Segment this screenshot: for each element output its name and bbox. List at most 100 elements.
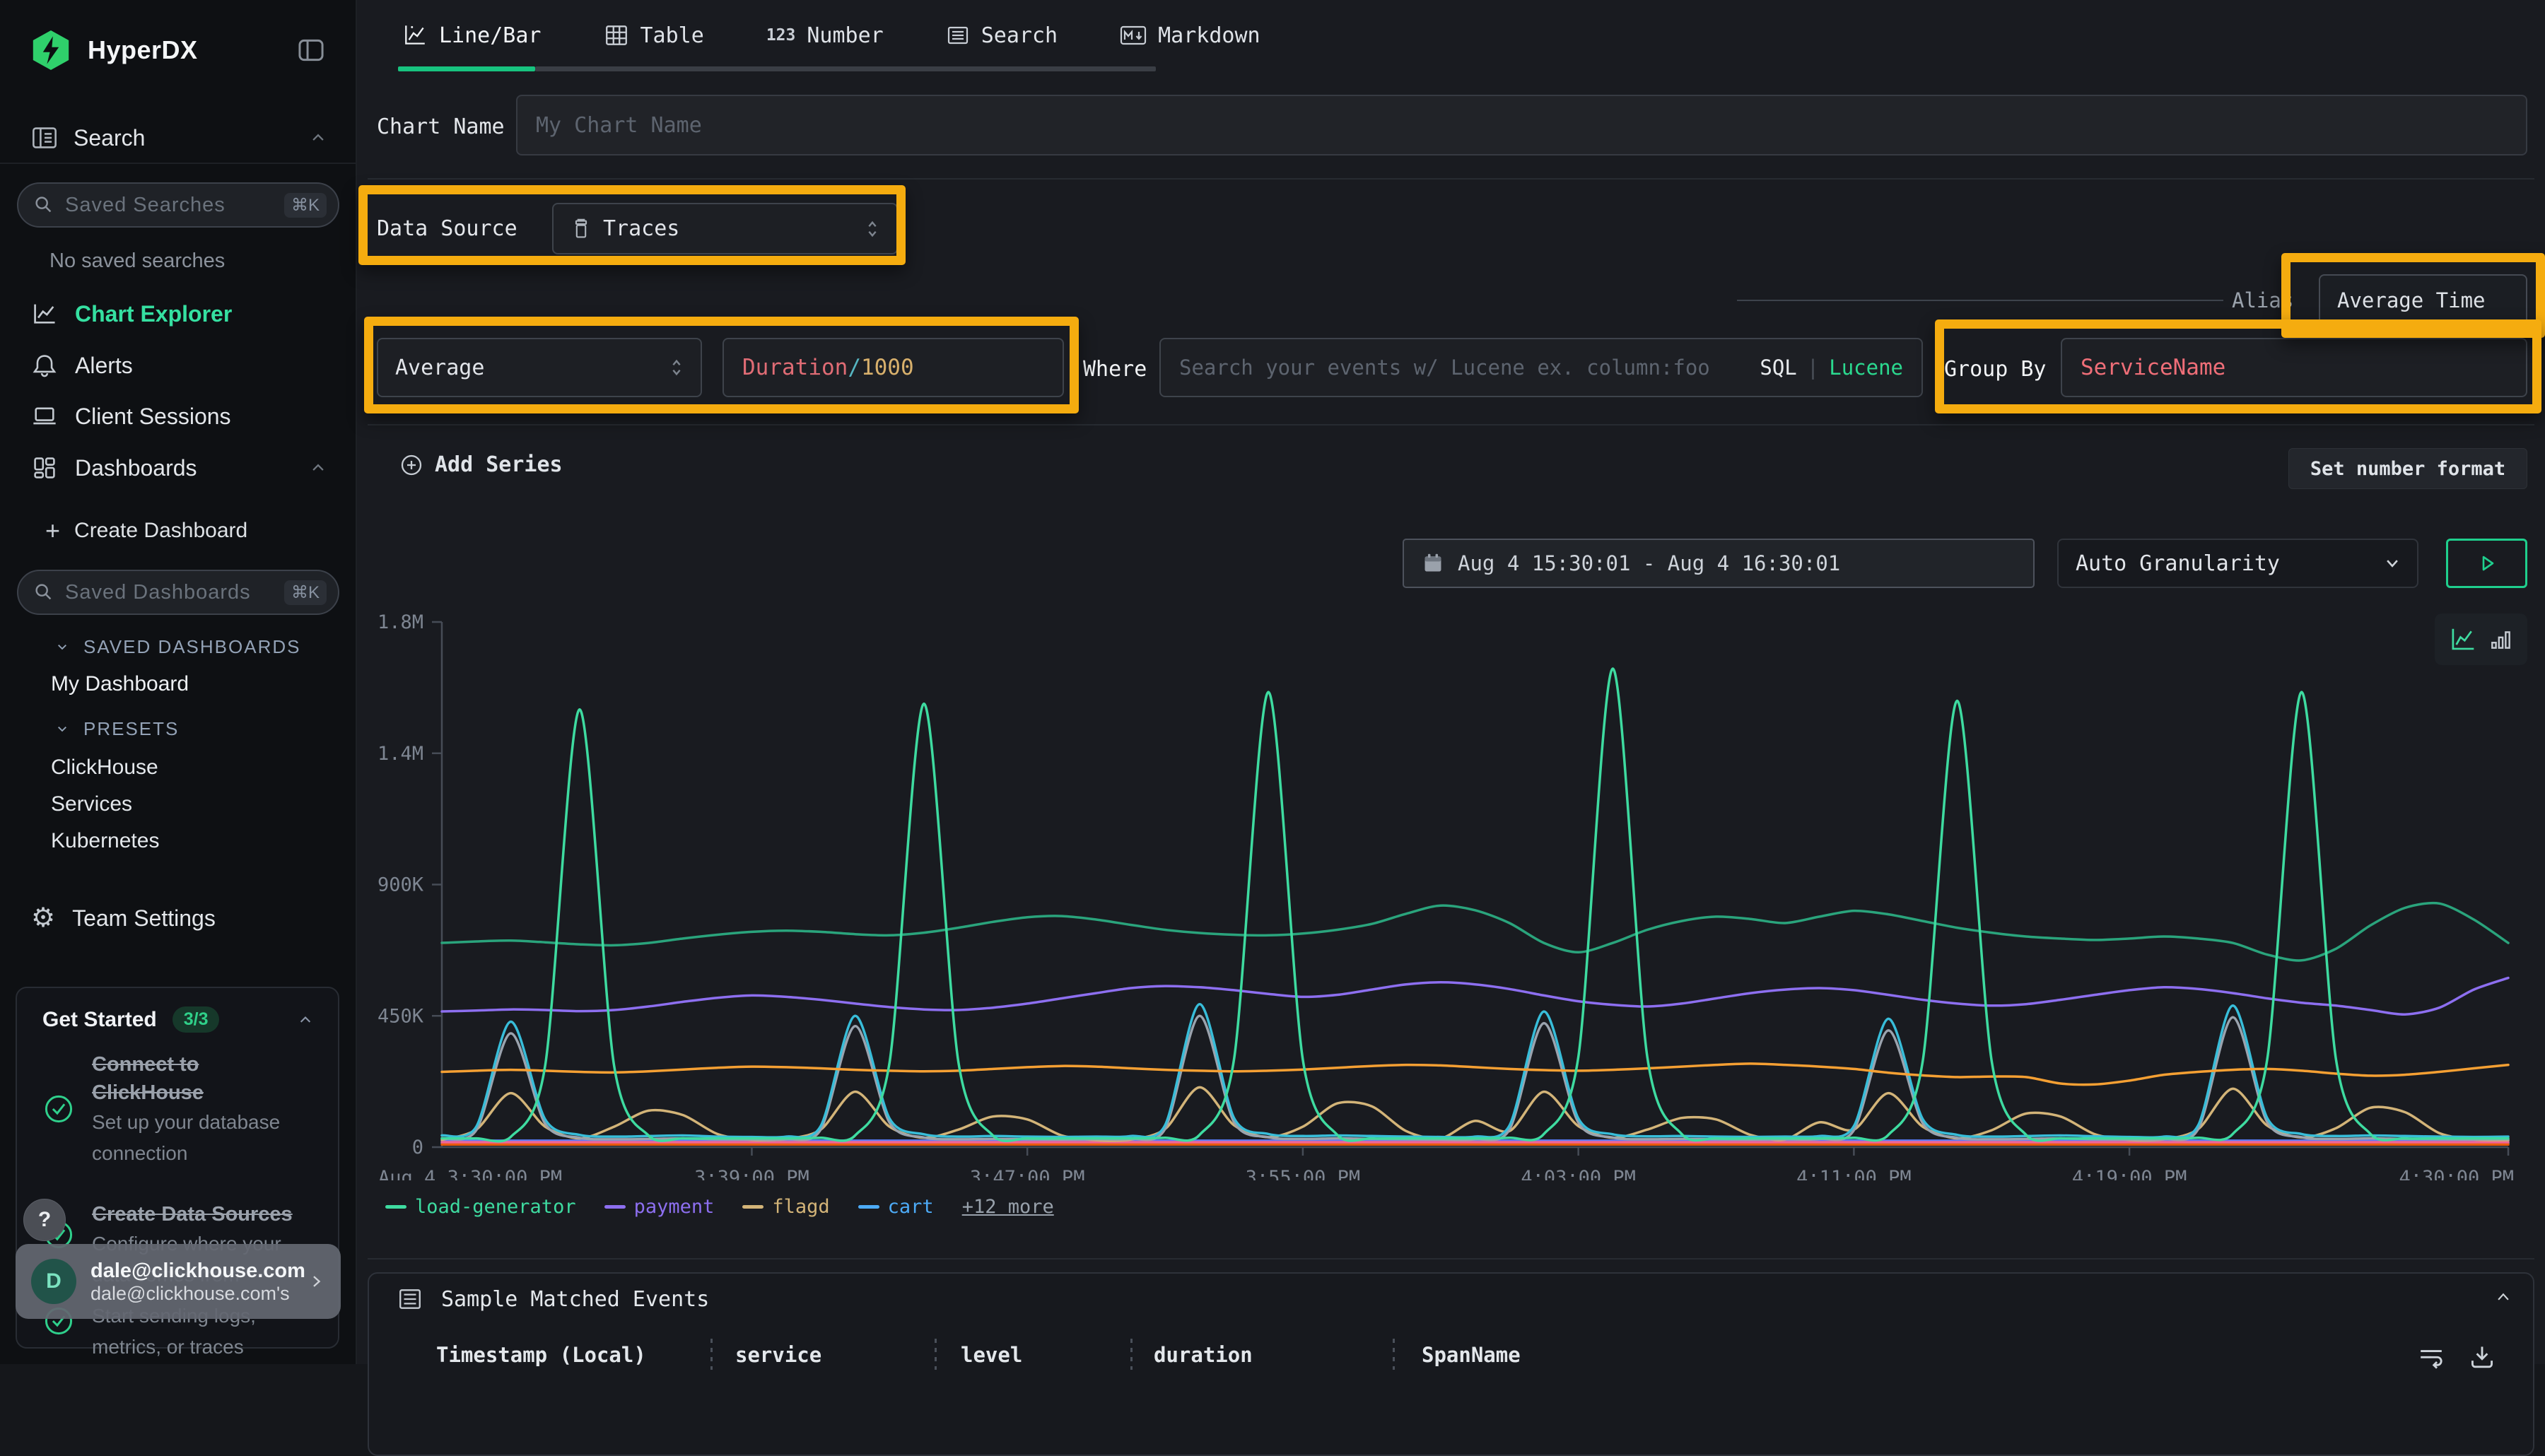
collapse-sidebar-icon[interactable] (295, 35, 327, 65)
tab-table[interactable]: Table (604, 23, 704, 48)
tab-line-bar[interactable]: Line/Bar (402, 23, 542, 48)
sidebar-item-clickhouse[interactable]: ClickHouse (51, 756, 158, 780)
no-saved-searches-text: No saved searches (49, 249, 225, 273)
hyperdx-logo-icon (31, 28, 71, 72)
chart-legend: load-generator payment flagd cart +12 mo… (385, 1196, 1054, 1218)
section-presets[interactable]: PRESETS (83, 718, 179, 740)
timeseries-chart: 0450K900K1.4M1.8MAug 4 3:30:00 PM3:39:00… (371, 608, 2534, 1180)
sidebar-item-alerts[interactable]: Alerts (75, 353, 133, 379)
saved-dashboards-input[interactable]: Saved Dashboards ⌘K (17, 570, 339, 615)
svg-text:4:30:00 PM: 4:30:00 PM (2399, 1167, 2514, 1180)
chevron-up-icon[interactable] (308, 459, 329, 477)
saved-searches-input[interactable]: Saved Searches ⌘K (17, 182, 339, 228)
expression-input[interactable]: Duration/1000 (722, 338, 1064, 397)
add-series-button[interactable]: Add Series (399, 452, 563, 477)
shortcut-badge: ⌘K (284, 193, 327, 218)
search-icon (33, 581, 55, 604)
chevron-up-icon[interactable] (308, 129, 329, 147)
line-chart-icon (402, 23, 428, 48)
column-header-service[interactable]: service (735, 1343, 821, 1367)
run-query-button[interactable] (2446, 539, 2527, 588)
chevron-down-icon (2382, 554, 2403, 573)
sample-events-title: Sample Matched Events (441, 1287, 709, 1312)
svg-text:3:39:00 PM: 3:39:00 PM (694, 1167, 809, 1180)
divider (368, 178, 2534, 180)
legend-item[interactable]: load-generator (385, 1196, 576, 1218)
chevron-up-icon[interactable] (296, 1011, 315, 1028)
chevron-down-icon[interactable] (54, 640, 71, 654)
column-header-duration[interactable]: duration (1154, 1343, 1253, 1367)
legend-swatch (742, 1205, 764, 1209)
column-header-timestamp[interactable]: Timestamp (Local) (436, 1343, 646, 1367)
legend-item[interactable]: payment (604, 1196, 715, 1218)
divider (368, 1258, 2534, 1260)
database-icon (571, 218, 592, 240)
sidebar-item-dashboards[interactable]: Dashboards (75, 455, 197, 481)
svg-text:0: 0 (412, 1137, 423, 1158)
search-list-icon (946, 23, 970, 47)
column-resize-handle[interactable] (1130, 1339, 1133, 1370)
help-button[interactable]: ? (23, 1199, 66, 1241)
tab-search[interactable]: Search (946, 23, 1058, 48)
granularity-select[interactable]: Auto Granularity (2057, 539, 2418, 588)
alias-input[interactable]: Average Time (2319, 274, 2527, 327)
aggregation-value: Average (395, 356, 484, 380)
data-source-select[interactable]: Traces (552, 203, 898, 254)
expression-operator: / (848, 355, 861, 380)
lucene-mode-toggle[interactable]: Lucene (1829, 356, 1903, 380)
user-menu[interactable]: D dale@clickhouse.com dale@clickhouse.co… (16, 1244, 341, 1319)
legend-swatch (858, 1205, 879, 1209)
svg-text:4:03:00 PM: 4:03:00 PM (1521, 1167, 1636, 1180)
sidebar-item-my-dashboard[interactable]: My Dashboard (51, 672, 189, 696)
alias-label: Alias (2232, 288, 2293, 312)
sidebar-item-client-sessions[interactable]: Client Sessions (75, 404, 231, 430)
chart-name-input[interactable] (516, 95, 2527, 155)
sidebar-item-services[interactable]: Services (51, 792, 132, 816)
chevron-down-icon[interactable] (54, 722, 71, 736)
divider (368, 424, 2534, 425)
get-started-item-desc: Set up your database connection (92, 1107, 297, 1169)
sidebar-item-kubernetes[interactable]: Kubernetes (51, 829, 159, 853)
sidebar: HyperDX Search Saved Searches ⌘K No save… (0, 0, 357, 1364)
table-icon (604, 23, 629, 48)
group-by-input[interactable]: ServiceName (2061, 338, 2527, 397)
expression-number: 1000 (861, 355, 914, 380)
where-input[interactable]: SQL | Lucene (1159, 338, 1923, 397)
aggregation-select[interactable]: Average (377, 338, 702, 397)
where-label: Where (1083, 357, 1147, 382)
data-source-label: Data Source (377, 216, 517, 241)
wrap-lines-icon[interactable] (2416, 1341, 2446, 1371)
select-updown-icon (667, 356, 686, 379)
sidebar-item-chart-explorer[interactable]: Chart Explorer (75, 301, 232, 327)
legend-item[interactable]: cart (858, 1196, 934, 1218)
column-header-level[interactable]: level (961, 1343, 1022, 1367)
tab-markdown[interactable]: Markdown (1120, 23, 1260, 48)
column-header-spanname[interactable]: SpanName (1422, 1343, 1521, 1367)
sidebar-item-search[interactable]: Search (74, 125, 145, 151)
legend-swatch (385, 1205, 406, 1209)
legend-more-link[interactable]: +12 more (962, 1196, 1054, 1218)
section-saved-dashboards[interactable]: SAVED DASHBOARDS (83, 636, 300, 658)
date-range-picker[interactable]: Aug 4 15:30:01 - Aug 4 16:30:01 (1403, 539, 2035, 588)
chart-type-tabbar: Line/Bar Table 123 Number Search Markdow… (357, 0, 2545, 71)
svg-text:4:11:00 PM: 4:11:00 PM (1796, 1167, 1912, 1180)
tab-underline-rail (535, 66, 1156, 71)
column-resize-handle[interactable] (935, 1339, 937, 1370)
divider (0, 163, 357, 164)
svg-text:Aug 4 3:30:00 PM: Aug 4 3:30:00 PM (378, 1167, 562, 1180)
column-resize-handle[interactable] (1393, 1339, 1395, 1370)
calendar-icon (1422, 552, 1444, 575)
column-resize-handle[interactable] (710, 1339, 713, 1370)
tab-number[interactable]: 123 Number (766, 23, 884, 48)
create-dashboard-button[interactable]: Create Dashboard (74, 519, 247, 543)
download-icon[interactable] (2467, 1341, 2497, 1371)
select-updown-icon (862, 218, 882, 240)
svg-text:450K: 450K (378, 1005, 424, 1027)
collapse-panel-icon[interactable] (2493, 1288, 2514, 1306)
legend-item[interactable]: flagd (742, 1196, 829, 1218)
set-number-format-button[interactable]: Set number format (2288, 448, 2527, 489)
check-circle-icon (42, 1093, 75, 1125)
sidebar-item-team-settings[interactable]: Team Settings (72, 905, 216, 932)
sql-mode-toggle[interactable]: SQL (1760, 356, 1796, 380)
svg-text:4:19:00 PM: 4:19:00 PM (2072, 1167, 2187, 1180)
